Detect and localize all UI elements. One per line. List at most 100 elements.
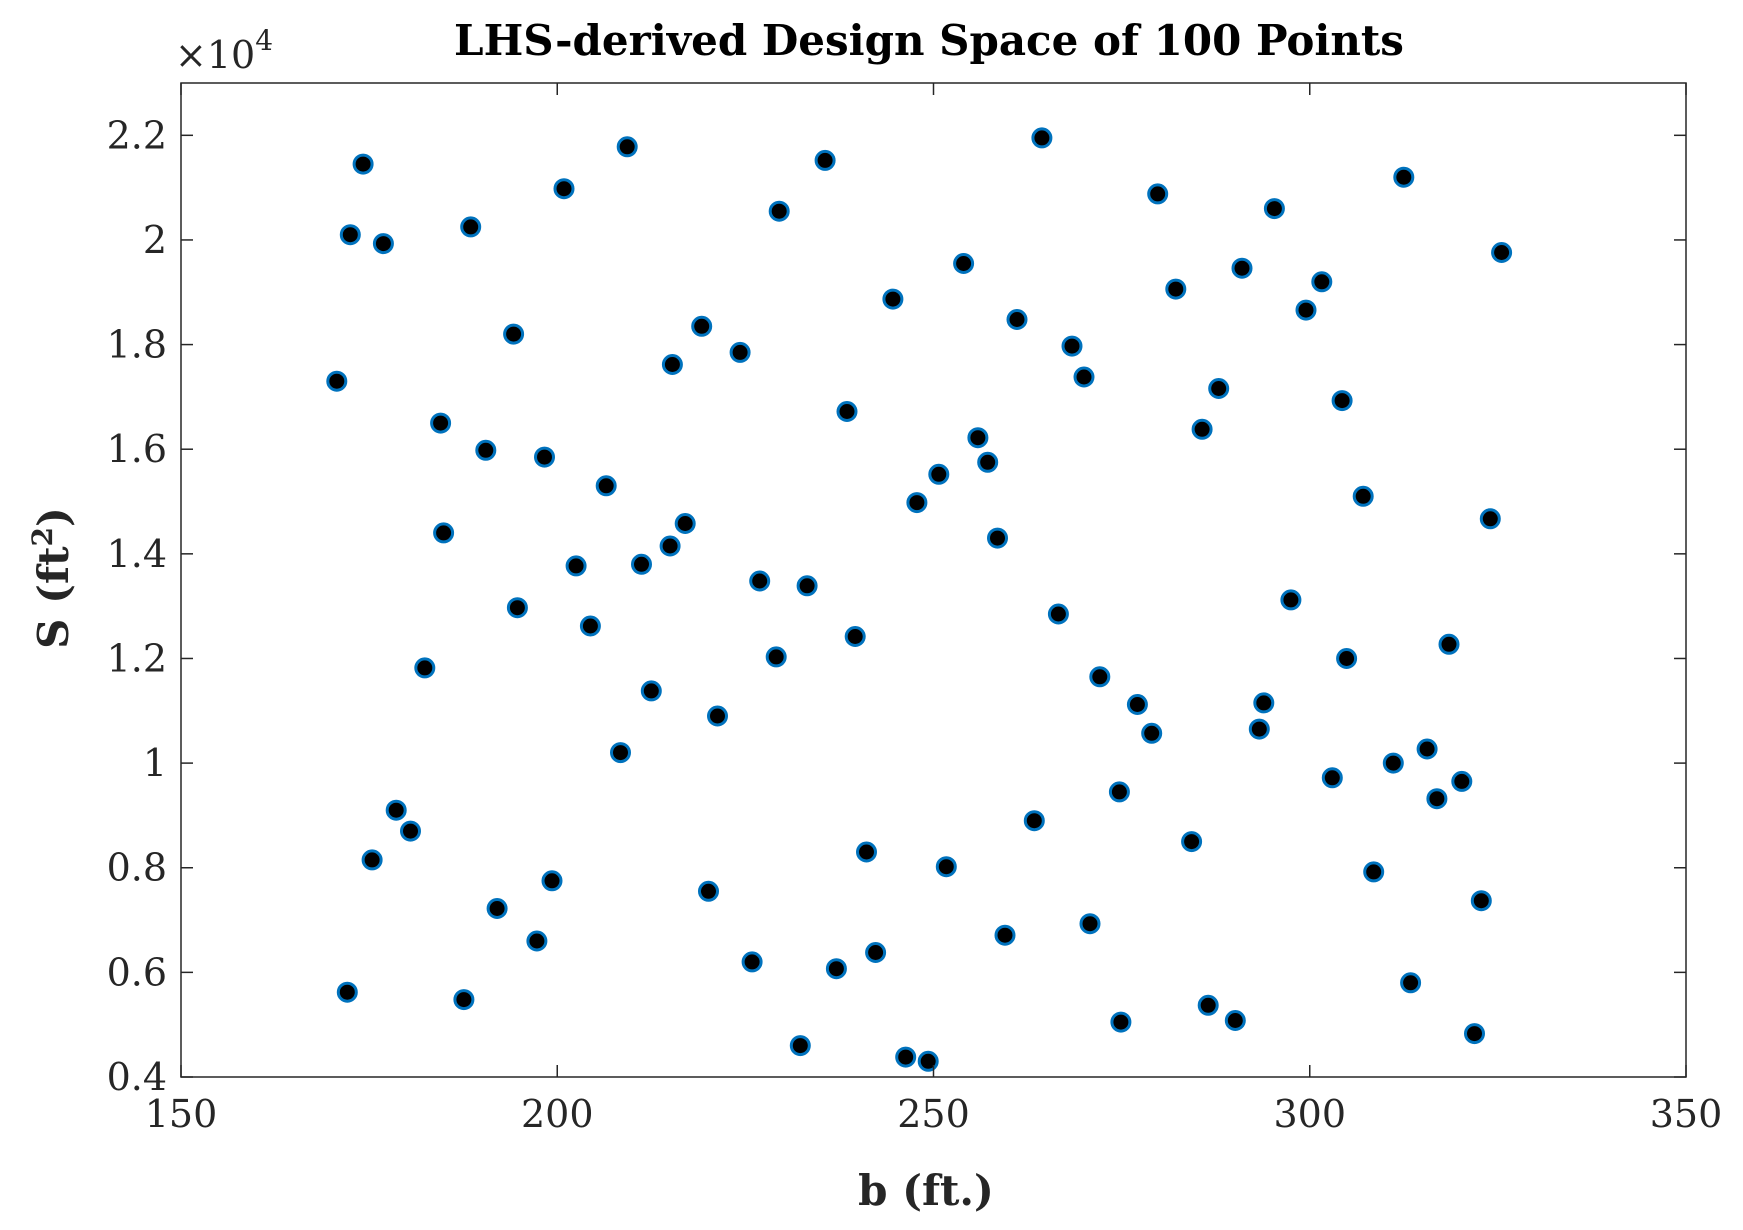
data-point-85	[1321, 767, 1343, 789]
data-point-43	[825, 958, 847, 980]
y-axis-multiplier: ×104	[175, 24, 273, 77]
data-point-47	[865, 942, 887, 963]
data-point-45	[844, 626, 866, 647]
data-point-63	[1061, 335, 1083, 357]
data-point-50	[906, 492, 928, 514]
data-point-44	[836, 401, 858, 422]
y-axis-multiplier-exponent: 4	[255, 24, 273, 57]
data-point-96	[1451, 770, 1473, 792]
data-point-75	[1197, 994, 1219, 1016]
x-tick-label: 200	[521, 1092, 594, 1136]
data-point-61	[1031, 127, 1053, 149]
data-point-73	[1181, 831, 1203, 853]
data-point-23	[579, 615, 601, 637]
data-point-38	[765, 646, 787, 668]
x-tick-label: 250	[897, 1092, 970, 1136]
data-point-64	[1073, 366, 1095, 388]
data-point-8	[400, 820, 421, 842]
data-point-98	[1470, 890, 1492, 912]
data-point-6	[372, 233, 394, 255]
x-tick-label: 350	[1650, 1092, 1723, 1136]
data-point-67	[1108, 781, 1130, 803]
data-point-90	[1382, 752, 1404, 774]
y-axis-label-close: )	[29, 507, 78, 527]
data-point-56	[977, 451, 999, 473]
data-point-60	[1023, 810, 1045, 832]
data-point-76	[1208, 378, 1230, 399]
data-point-11	[433, 522, 455, 544]
data-points	[326, 127, 1513, 1072]
data-point-7	[385, 799, 407, 821]
data-point-68	[1110, 1011, 1132, 1033]
y-tick-label: 1	[143, 741, 167, 785]
data-point-94	[1426, 788, 1448, 810]
data-point-28	[640, 680, 662, 702]
y-tick-label: 2.2	[107, 113, 167, 157]
data-point-22	[565, 555, 587, 577]
data-point-30	[661, 354, 683, 375]
data-point-99	[1479, 508, 1501, 530]
data-point-29	[659, 535, 681, 557]
data-point-87	[1336, 648, 1358, 669]
data-point-21	[553, 178, 575, 200]
data-point-16	[503, 323, 525, 345]
y-tick-label: 0.4	[107, 1055, 167, 1099]
data-point-15	[486, 898, 508, 919]
data-point-31	[674, 513, 696, 534]
data-point-55	[967, 427, 989, 449]
data-point-86	[1331, 390, 1353, 412]
y-axis-multiplier-base: ×10	[175, 33, 255, 77]
y-axis-label: S (ft2)	[26, 507, 78, 649]
data-point-9	[414, 657, 436, 679]
data-point-77	[1224, 1010, 1246, 1031]
y-tick-label: 1.4	[107, 532, 167, 576]
data-point-36	[741, 951, 763, 973]
y-axis-label-base: S (ft	[29, 546, 78, 649]
x-axis-ticks: 150 200 250 300 350	[145, 83, 1723, 1136]
data-point-14	[475, 439, 497, 461]
data-point-25	[610, 742, 631, 764]
data-point-89	[1363, 861, 1385, 883]
data-point-52	[928, 463, 950, 485]
data-point-3	[339, 224, 361, 246]
data-point-49	[895, 1046, 917, 1068]
data-point-39	[768, 200, 790, 222]
x-axis-label: b (ft.)	[858, 1166, 994, 1215]
data-point-57	[987, 527, 1008, 549]
data-point-40	[789, 1035, 811, 1057]
data-point-32	[691, 315, 713, 337]
y-tick-label: 1.6	[107, 427, 167, 471]
data-point-91	[1393, 166, 1415, 188]
data-point-53	[935, 856, 957, 878]
data-point-79	[1248, 718, 1270, 740]
data-point-35	[729, 341, 751, 363]
data-point-33	[698, 880, 719, 902]
y-axis-label-superscript: 2	[26, 527, 59, 546]
data-point-20	[541, 870, 563, 892]
data-point-62	[1047, 603, 1069, 625]
data-point-80	[1253, 692, 1275, 714]
data-point-41	[796, 575, 818, 597]
data-point-18	[526, 930, 548, 952]
data-point-81	[1263, 198, 1285, 220]
data-point-92	[1400, 972, 1422, 994]
x-tick-label: 150	[145, 1092, 218, 1136]
data-point-100	[1491, 242, 1513, 263]
data-point-5	[361, 849, 383, 871]
data-point-51	[917, 1050, 939, 1072]
data-point-69	[1126, 694, 1148, 715]
data-point-19	[534, 446, 555, 468]
chart-title: LHS-derived Design Space of 100 Points	[454, 16, 1404, 65]
y-tick-label: 2	[143, 218, 167, 262]
data-point-66	[1089, 666, 1111, 688]
data-point-34	[707, 705, 728, 727]
data-point-42	[814, 149, 836, 171]
data-point-88	[1352, 485, 1374, 507]
data-point-37	[749, 570, 771, 592]
data-point-58	[994, 924, 1016, 946]
y-axis-ticks: 0.4 0.6 0.8 1 1.2 1.4 1.6 1.8 2 2.2	[107, 113, 1686, 1099]
data-point-84	[1311, 271, 1333, 293]
data-point-26	[616, 136, 638, 158]
data-point-65	[1079, 913, 1101, 935]
